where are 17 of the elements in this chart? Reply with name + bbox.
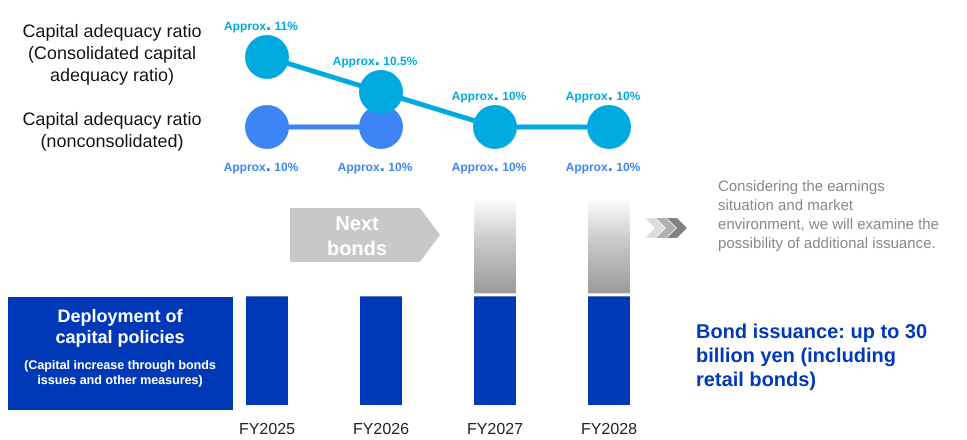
text: Bond issuance: up to 30 billion yen (including retail bonds) [696,321,928,391]
data-label: Approx. 10% [566,84,641,105]
data-label: Approx. 10% [224,155,299,176]
text: Capital adequacy ratio (Consolidated capital adequacy ratio) [22,21,202,85]
series-label: Deployment of capital policies (Capital increase through bonds issues and other measures) [24,306,216,387]
data-label: Approx. 10% [338,155,413,176]
text: Capital adequacy ratio (nonconsolidated) [22,109,202,151]
annotation: Approx. 10% [566,155,641,176]
x-tick-label: FY2027 [466,421,524,438]
x-tick-label: FY2025 [238,421,296,438]
data-label: Approx. 10.5% [332,49,418,70]
annotation: Approx. 10% [452,155,527,176]
x-tick-label: FY2028 [580,421,638,438]
data-label: Approx. 11% [224,14,298,35]
data-label: Approx. 10% [452,84,527,105]
text: Considering the earnings situation and market environment, we will examine the possibility of additional issuance. [718,178,939,252]
x-tick-label: FY2026 [352,421,410,438]
